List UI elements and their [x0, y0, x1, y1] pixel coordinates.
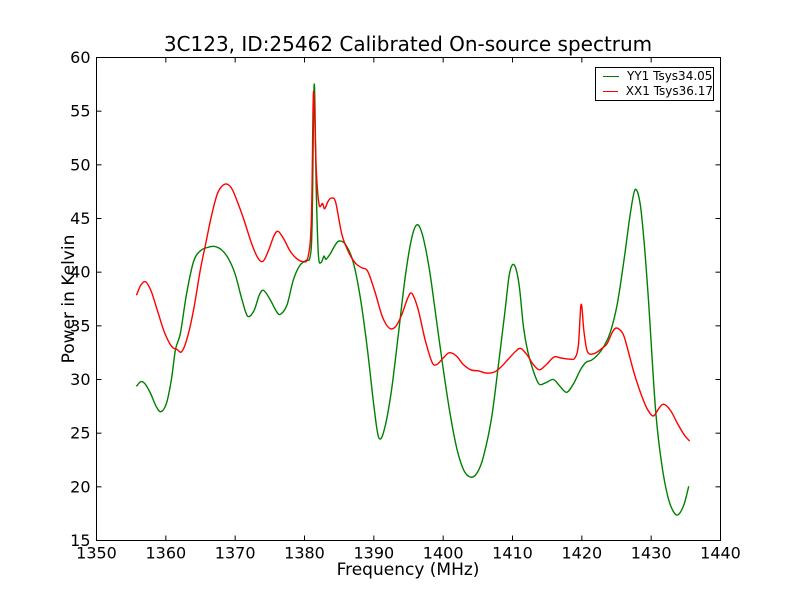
legend: YY1 Tsys34.05 XX1 Tsys36.17	[595, 67, 714, 101]
legend-label-yy1: YY1 Tsys34.05	[627, 68, 713, 83]
x-tick-label: 1360	[145, 544, 186, 563]
y-tick-label: 45	[70, 209, 90, 228]
x-tick-label: 1400	[423, 544, 464, 563]
series-line-xx1	[136, 90, 690, 442]
y-tick-label: 35	[70, 316, 90, 335]
x-tick-label: 1390	[353, 544, 394, 563]
y-tick-label: 20	[70, 477, 90, 496]
y-axis-label: Power in Kelvin	[59, 234, 79, 364]
x-tick-label: 1410	[492, 544, 533, 563]
legend-line-sample-xx1	[603, 91, 618, 93]
y-tick-label: 25	[70, 424, 90, 443]
legend-entry-xx1: XX1 Tsys36.17	[603, 85, 713, 99]
axes-frame	[96, 57, 721, 541]
y-tick-label: 15	[70, 531, 90, 550]
y-tick-label: 50	[70, 155, 90, 174]
x-tick-label: 1420	[561, 544, 602, 563]
x-axis-label: Frequency (MHz)	[336, 560, 480, 580]
y-tick-label: 55	[70, 102, 90, 121]
legend-label-xx1: XX1 Tsys36.17	[625, 84, 713, 99]
x-tick-label: 1350	[76, 544, 117, 563]
x-tick-label: 1430	[631, 544, 672, 563]
chart-title: 3C123, ID:25462 Calibrated On-source spe…	[163, 32, 653, 56]
legend-entry-yy1: YY1 Tsys34.05	[603, 69, 713, 83]
x-tick-label: 1440	[700, 544, 741, 563]
y-tick-label: 40	[70, 263, 90, 282]
series-line-yy1	[136, 83, 690, 516]
x-tick-label: 1380	[284, 544, 325, 563]
legend-line-sample-yy1	[603, 75, 619, 77]
x-tick-label: 1370	[215, 544, 256, 563]
y-tick-label: 30	[70, 370, 90, 389]
y-tick-label: 60	[70, 48, 90, 67]
